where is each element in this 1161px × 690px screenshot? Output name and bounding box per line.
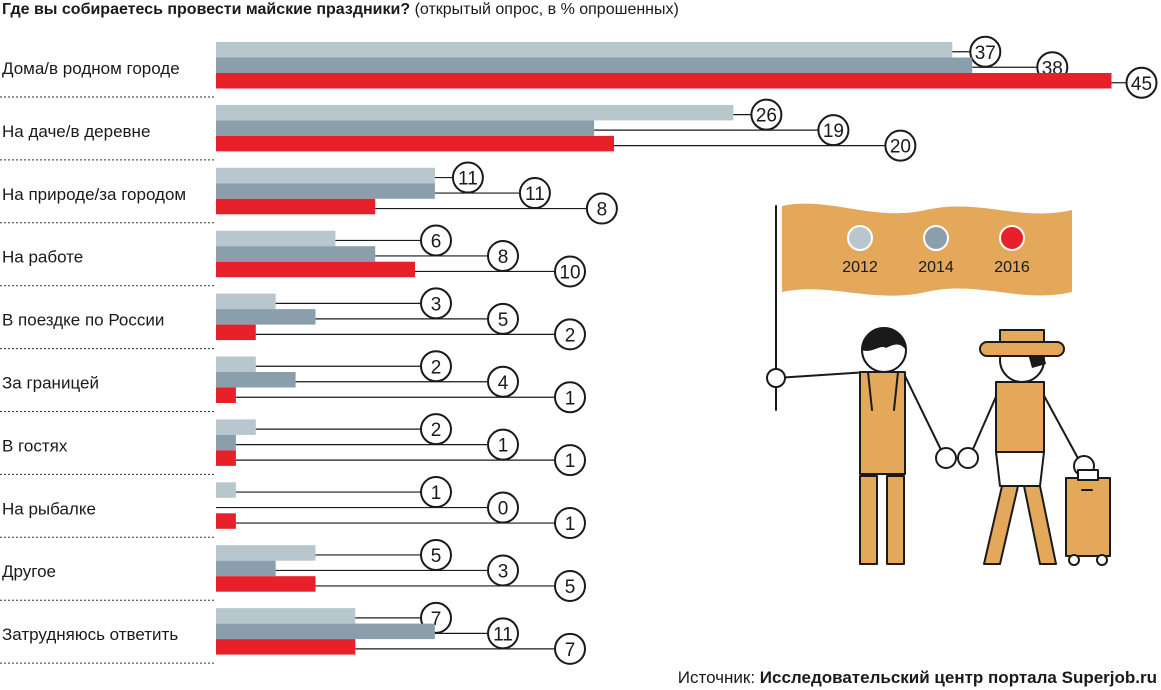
source-note: Источник: Исследовательский центр портал… [678,668,1157,688]
data-label: 45 [1131,74,1152,95]
data-label: 2 [431,357,442,378]
data-label: 20 [890,137,911,158]
data-label: 8 [597,200,608,221]
legend-label: 2012 [842,259,878,276]
bar-2012 [216,356,256,372]
category-label: В поездке по России [2,311,164,330]
value-circle [554,444,586,477]
data-label: 5 [565,577,576,598]
bar-2014 [216,309,316,325]
bar-2014 [216,560,276,577]
person-right [957,329,1095,565]
category-label: Затрудняюсь ответить [2,625,178,644]
legend-swatch-2014 [923,225,949,251]
category-label: В гостях [2,436,68,455]
bar-2014 [216,183,435,199]
bar-2014 [216,246,376,262]
value-circle [554,632,586,665]
data-label: 26 [756,106,777,127]
legend-swatch-2012 [847,225,873,251]
category-label: На рыбалке [2,499,96,518]
legend-label: 2014 [918,259,954,276]
data-label: 1 [431,483,442,504]
person-left [766,327,957,565]
bar-2016 [216,135,614,152]
value-circle [554,381,586,414]
data-label: 19 [823,121,844,142]
bar-2016 [216,576,316,592]
bar-2014 [216,120,595,136]
value-circle [554,569,586,602]
category-label: За границей [2,374,99,393]
legend-swatch-2016 [999,225,1025,251]
bar-2016 [216,513,236,529]
value-circle [554,507,586,540]
category-label: На природе/за городом [2,185,186,204]
bar-2016 [216,450,236,466]
bar-2012 [216,608,356,624]
category-label: На работе [2,248,83,267]
bar-2012 [216,230,336,247]
source-name: Исследовательский центр портала Superjob… [759,668,1157,687]
value-circle [884,129,917,162]
data-label: 2 [431,420,442,441]
data-label: 5 [431,546,442,567]
data-label: 11 [493,624,513,645]
chart-subtitle: (открытый опрос, в % опрошенных) [414,1,679,18]
bar-2012 [216,42,953,58]
data-label: 1 [498,436,509,457]
suitcase-icon [1065,469,1111,566]
data-label: 6 [431,231,442,252]
bar-2012 [216,167,435,184]
data-label: 3 [498,561,509,582]
bar-2012 [216,293,276,310]
flag-icon [782,203,1072,296]
data-label: 1 [565,451,576,472]
chart-title: Где вы собираетесь провести майские праз… [2,1,679,19]
data-label: 1 [565,514,576,535]
bar-2016 [216,387,236,403]
bar-2012 [216,545,316,561]
bar-2016 [216,261,415,278]
data-label: 7 [565,640,576,661]
bar-2014 [216,372,296,388]
value-circle [585,192,618,225]
legend-label: 2016 [994,259,1030,276]
travelers-illustration [766,203,1111,566]
chart-title-main: Где вы собираетесь провести майские праз… [2,1,411,18]
bar-2012 [216,104,734,121]
bar-2016 [216,198,376,215]
data-label: 2 [565,325,576,346]
data-label: 11 [458,169,478,190]
bar-2016 [216,73,1112,89]
bar-2014 [216,434,236,451]
category-label: На даче/в деревне [2,122,150,141]
data-label: 7 [431,609,442,630]
data-label: 1 [565,388,576,409]
data-label: 10 [559,262,580,283]
data-label: 4 [498,373,509,394]
bar-2012 [216,419,256,435]
data-label: 37 [975,43,996,64]
value-circle [1125,66,1158,99]
value-circle [554,318,586,351]
legend: 2012 2014 2016 [842,225,1030,276]
bar-2016 [216,324,256,341]
data-label: 11 [525,184,545,205]
bar-2012 [216,482,236,498]
bar-2014 [216,57,973,73]
data-label: 3 [431,294,442,315]
category-label: Другое [2,562,56,581]
data-label: 0 [498,499,509,520]
data-label: 8 [498,247,509,268]
value-circle [554,255,586,288]
source-prefix: Источник: [677,668,756,687]
bar-2014 [216,623,435,640]
data-label: 5 [498,310,509,331]
bar-2016 [216,639,356,655]
category-label: Дома/в родном городе [2,59,180,78]
